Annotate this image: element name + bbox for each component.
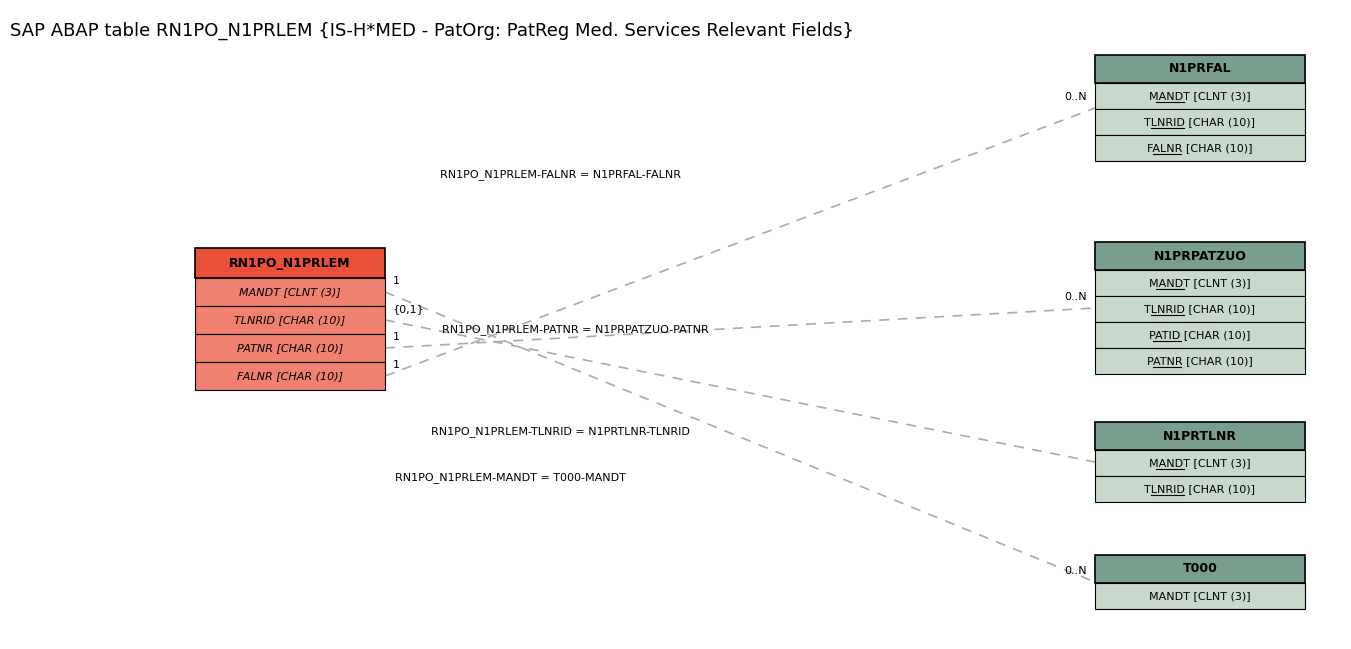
FancyBboxPatch shape [1096,555,1305,583]
Text: T000: T000 [1182,563,1217,576]
Text: 1: 1 [393,276,400,286]
Text: N1PRPATZUO: N1PRPATZUO [1154,249,1247,262]
Text: FALNR [CHAR (10)]: FALNR [CHAR (10)] [236,371,343,381]
FancyBboxPatch shape [1096,55,1305,83]
FancyBboxPatch shape [195,362,385,390]
Text: {0,1}: {0,1} [393,304,424,314]
Text: MANDT [CLNT (3)]: MANDT [CLNT (3)] [1150,91,1251,101]
FancyBboxPatch shape [1096,242,1305,270]
FancyBboxPatch shape [1096,583,1305,609]
FancyBboxPatch shape [1096,296,1305,322]
Text: N1PRTLNR: N1PRTLNR [1163,430,1238,443]
Text: RN1PO_N1PRLEM-TLNRID = N1PRTLNR-TLNRID: RN1PO_N1PRLEM-TLNRID = N1PRTLNR-TLNRID [431,426,689,437]
FancyBboxPatch shape [1096,348,1305,374]
Text: 1: 1 [393,360,400,370]
FancyBboxPatch shape [1096,83,1305,109]
Text: PATID [CHAR (10)]: PATID [CHAR (10)] [1150,330,1251,340]
FancyBboxPatch shape [1096,450,1305,476]
Text: TLNRID [CHAR (10)]: TLNRID [CHAR (10)] [234,315,346,325]
FancyBboxPatch shape [195,248,385,278]
Text: MANDT [CLNT (3)]: MANDT [CLNT (3)] [1150,591,1251,601]
FancyBboxPatch shape [195,306,385,334]
Text: RN1PO_N1PRLEM: RN1PO_N1PRLEM [230,256,351,269]
FancyBboxPatch shape [1096,135,1305,161]
FancyBboxPatch shape [1096,476,1305,502]
Text: 1: 1 [393,332,400,342]
Text: RN1PO_N1PRLEM-FALNR = N1PRFAL-FALNR: RN1PO_N1PRLEM-FALNR = N1PRFAL-FALNR [439,169,681,180]
FancyBboxPatch shape [195,334,385,362]
Text: MANDT [CLNT (3)]: MANDT [CLNT (3)] [1150,278,1251,288]
Text: MANDT [CLNT (3)]: MANDT [CLNT (3)] [239,287,340,297]
Text: RN1PO_N1PRLEM-MANDT = T000-MANDT: RN1PO_N1PRLEM-MANDT = T000-MANDT [394,472,626,484]
Text: N1PRFAL: N1PRFAL [1169,62,1231,75]
FancyBboxPatch shape [1096,422,1305,450]
Text: TLNRID [CHAR (10)]: TLNRID [CHAR (10)] [1144,304,1255,314]
Text: RN1PO_N1PRLEM-PATNR = N1PRPATZUO-PATNR: RN1PO_N1PRLEM-PATNR = N1PRPATZUO-PATNR [442,324,708,336]
Text: PATNR [CHAR (10)]: PATNR [CHAR (10)] [1147,356,1252,366]
FancyBboxPatch shape [1096,322,1305,348]
Text: MANDT [CLNT (3)]: MANDT [CLNT (3)] [1150,458,1251,468]
Text: SAP ABAP table RN1PO_N1PRLEM {IS-H*MED - PatOrg: PatReg Med. Services Relevant F: SAP ABAP table RN1PO_N1PRLEM {IS-H*MED -… [9,22,854,40]
FancyBboxPatch shape [1096,109,1305,135]
Text: 0..N: 0..N [1065,292,1088,302]
FancyBboxPatch shape [195,278,385,306]
Text: 0..N: 0..N [1065,92,1088,102]
Text: TLNRID [CHAR (10)]: TLNRID [CHAR (10)] [1144,484,1255,494]
Text: TLNRID [CHAR (10)]: TLNRID [CHAR (10)] [1144,117,1255,127]
FancyBboxPatch shape [1096,270,1305,296]
Text: 0..N: 0..N [1065,566,1088,576]
Text: FALNR [CHAR (10)]: FALNR [CHAR (10)] [1147,143,1252,153]
Text: PATNR [CHAR (10)]: PATNR [CHAR (10)] [236,343,343,353]
